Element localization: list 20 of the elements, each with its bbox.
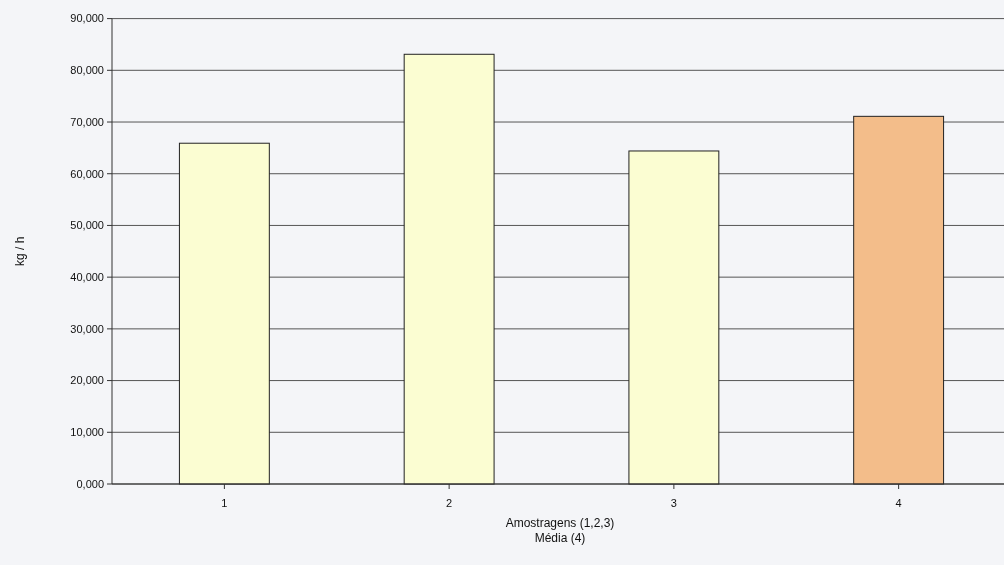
y-tick-label: 80,000 (70, 64, 104, 77)
bar (853, 115, 945, 485)
bar (178, 142, 270, 485)
y-tick-label: 50,000 (70, 219, 104, 232)
y-tick-label: 60,000 (70, 167, 104, 180)
y-tick-label: 90,000 (70, 12, 104, 25)
x-axis-title: Amostragens (1,2,3) Média (4) (505, 516, 615, 545)
y-tick-label: 30,000 (70, 322, 104, 335)
y-tick-label: 40,000 (70, 271, 104, 284)
x-tick-label: 2 (446, 497, 453, 509)
y-tick-label: 0,000 (76, 477, 104, 490)
y-tick-label: 20,000 (70, 374, 104, 387)
y-axis-title: kg / h (13, 236, 27, 266)
x-tick-label: 1 (221, 497, 228, 509)
y-tick-label: 10,000 (70, 426, 104, 439)
x-tick-label: 4 (895, 497, 902, 509)
bar (403, 53, 495, 485)
bar (628, 150, 720, 485)
x-tick-label: 3 (670, 497, 677, 509)
y-tick-label: 70,000 (70, 115, 104, 128)
